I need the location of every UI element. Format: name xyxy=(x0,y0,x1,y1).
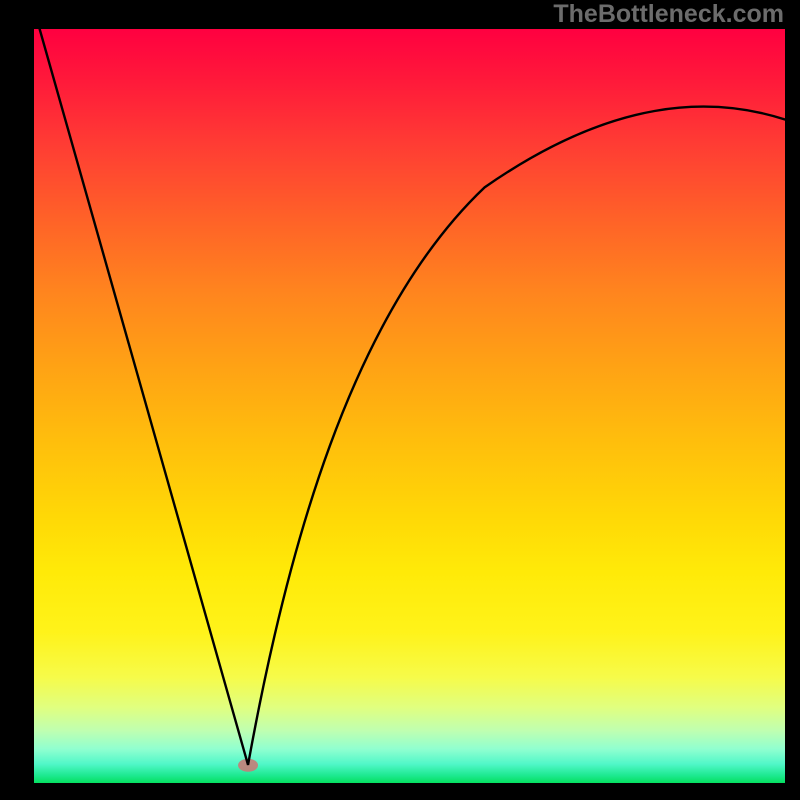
plot-area xyxy=(34,29,785,783)
chart-svg xyxy=(34,29,785,783)
watermark-text: TheBottleneck.com xyxy=(553,0,784,29)
